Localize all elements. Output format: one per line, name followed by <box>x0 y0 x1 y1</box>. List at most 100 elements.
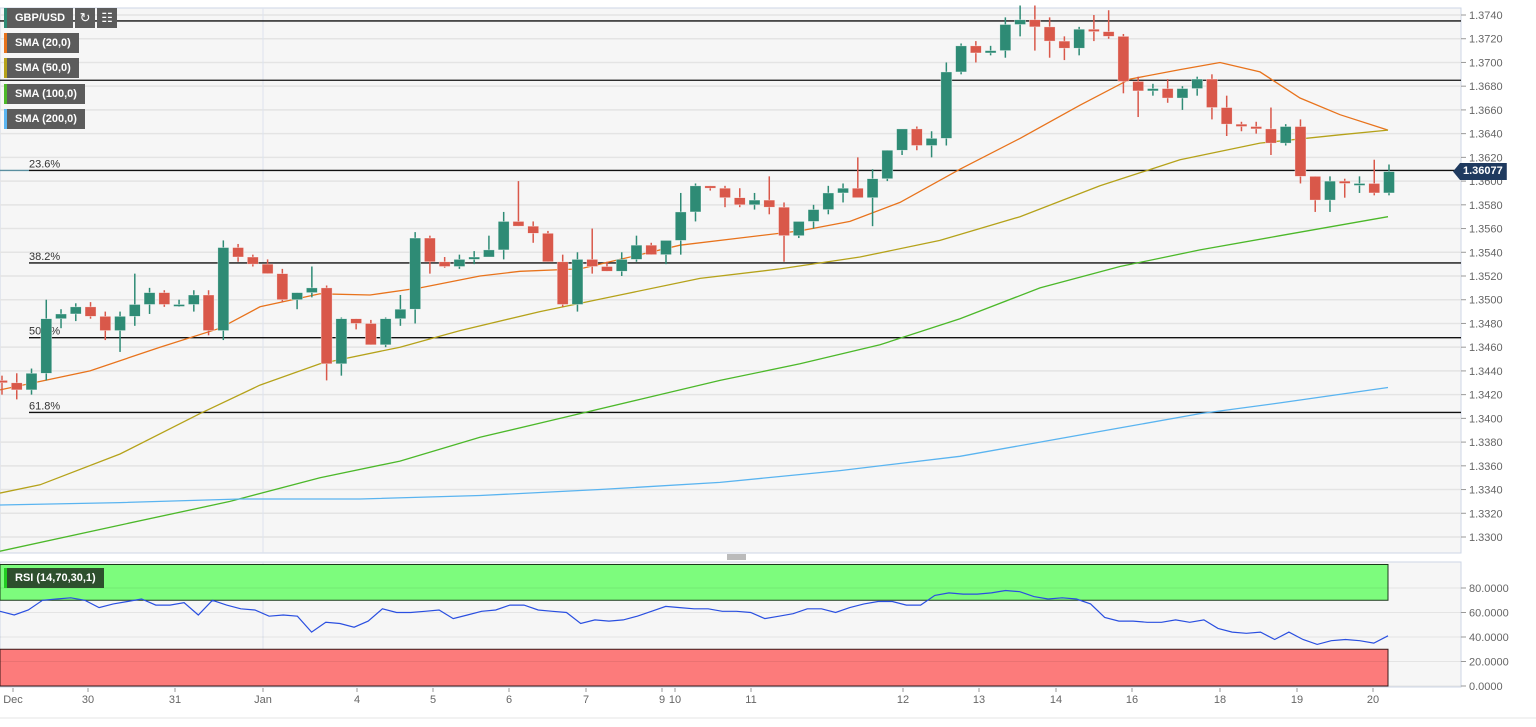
candle[interactable] <box>379 317 392 348</box>
candle[interactable] <box>1383 164 1395 196</box>
candle[interactable] <box>394 294 407 326</box>
candle[interactable] <box>1235 121 1248 132</box>
candle[interactable] <box>674 192 687 255</box>
candle[interactable] <box>1176 86 1189 110</box>
candle[interactable] <box>497 211 510 260</box>
candle[interactable] <box>1250 121 1263 134</box>
candle[interactable] <box>1147 83 1159 96</box>
candle[interactable] <box>822 185 835 215</box>
candle[interactable] <box>1206 74 1218 120</box>
rsi-label[interactable]: RSI (14,70,30,1) <box>4 568 104 588</box>
candle[interactable] <box>350 318 362 330</box>
candle[interactable] <box>940 62 953 146</box>
candle[interactable] <box>896 128 908 155</box>
candle[interactable] <box>69 303 82 322</box>
candle[interactable] <box>10 373 23 400</box>
candle[interactable] <box>99 311 112 341</box>
sma20-label[interactable]: SMA (20,0) <box>4 33 79 53</box>
symbol-label[interactable]: GBP/USD <box>4 8 74 28</box>
candle[interactable] <box>852 157 864 198</box>
candle[interactable] <box>1324 176 1336 212</box>
candle[interactable] <box>320 285 333 381</box>
candle[interactable] <box>512 181 525 227</box>
candle[interactable] <box>999 17 1012 58</box>
candle[interactable] <box>1029 5 1041 51</box>
candle[interactable] <box>25 368 38 395</box>
candle[interactable] <box>1191 76 1203 96</box>
candle[interactable] <box>217 240 230 341</box>
candle[interactable] <box>143 287 156 314</box>
candle[interactable] <box>453 254 466 269</box>
candle[interactable] <box>689 183 702 222</box>
candle[interactable] <box>556 254 569 307</box>
candle[interactable] <box>1294 119 1307 184</box>
candle[interactable] <box>866 169 879 227</box>
chart-settings-icon[interactable]: ☷ <box>97 8 118 28</box>
candle[interactable] <box>365 319 377 346</box>
candle[interactable] <box>1117 33 1130 94</box>
refresh-icon[interactable]: ↻ <box>75 8 96 28</box>
candle[interactable] <box>1353 176 1366 193</box>
candle[interactable] <box>586 228 599 274</box>
candle[interactable] <box>1161 79 1174 103</box>
candle[interactable] <box>232 243 244 262</box>
sma100-label[interactable]: SMA (100,0) <box>4 84 85 104</box>
candle[interactable] <box>1338 178 1351 198</box>
panel-resize-handle[interactable] <box>727 554 746 560</box>
candle[interactable] <box>601 261 613 272</box>
candle[interactable] <box>158 290 171 307</box>
candle[interactable] <box>881 149 894 182</box>
candle[interactable] <box>792 221 805 239</box>
candle[interactable] <box>0 375 8 395</box>
candle[interactable] <box>40 299 53 381</box>
candle[interactable] <box>114 311 126 352</box>
candle[interactable] <box>719 185 731 208</box>
candle[interactable] <box>527 221 539 243</box>
candle[interactable] <box>1088 15 1100 42</box>
candle[interactable] <box>261 259 274 274</box>
sma200-label[interactable]: SMA (200,0) <box>4 109 85 129</box>
candle[interactable] <box>1132 76 1144 118</box>
candle[interactable] <box>483 235 495 258</box>
candle[interactable] <box>409 232 421 324</box>
candle[interactable] <box>128 273 141 326</box>
candle[interactable] <box>645 242 658 255</box>
candle[interactable] <box>571 252 584 312</box>
candle[interactable] <box>247 254 259 267</box>
candle[interactable] <box>542 230 554 263</box>
candle[interactable] <box>630 235 643 262</box>
candle[interactable] <box>615 252 628 276</box>
candle[interactable] <box>424 235 436 274</box>
candle[interactable] <box>1058 36 1071 61</box>
candle[interactable] <box>1279 124 1292 146</box>
candle[interactable] <box>1265 107 1277 155</box>
candle[interactable] <box>837 183 849 203</box>
candle[interactable] <box>291 292 303 310</box>
candle[interactable] <box>1043 17 1056 58</box>
candle[interactable] <box>438 257 451 268</box>
candle[interactable] <box>911 126 923 151</box>
candle[interactable] <box>733 188 746 208</box>
sma50-label[interactable]: SMA (50,0) <box>4 58 79 78</box>
candle[interactable] <box>55 309 67 329</box>
candle[interactable] <box>748 192 761 210</box>
candle[interactable] <box>173 299 185 307</box>
candle[interactable] <box>660 240 672 265</box>
candle[interactable] <box>704 185 717 191</box>
candle[interactable] <box>1220 95 1233 137</box>
candle[interactable] <box>925 131 938 158</box>
candle[interactable] <box>1014 5 1026 37</box>
candle[interactable] <box>778 202 790 262</box>
candle[interactable] <box>1368 159 1381 196</box>
candle[interactable] <box>984 45 997 56</box>
candle[interactable] <box>84 302 97 319</box>
candle[interactable] <box>188 290 200 312</box>
candle[interactable] <box>1073 26 1085 56</box>
candle[interactable] <box>1102 10 1115 39</box>
candle[interactable] <box>955 43 967 75</box>
candle[interactable] <box>1309 176 1322 212</box>
candle[interactable] <box>763 176 776 215</box>
candle[interactable] <box>970 41 982 63</box>
